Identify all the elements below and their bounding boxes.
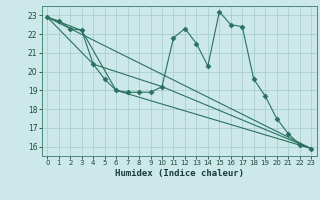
X-axis label: Humidex (Indice chaleur): Humidex (Indice chaleur) [115,169,244,178]
